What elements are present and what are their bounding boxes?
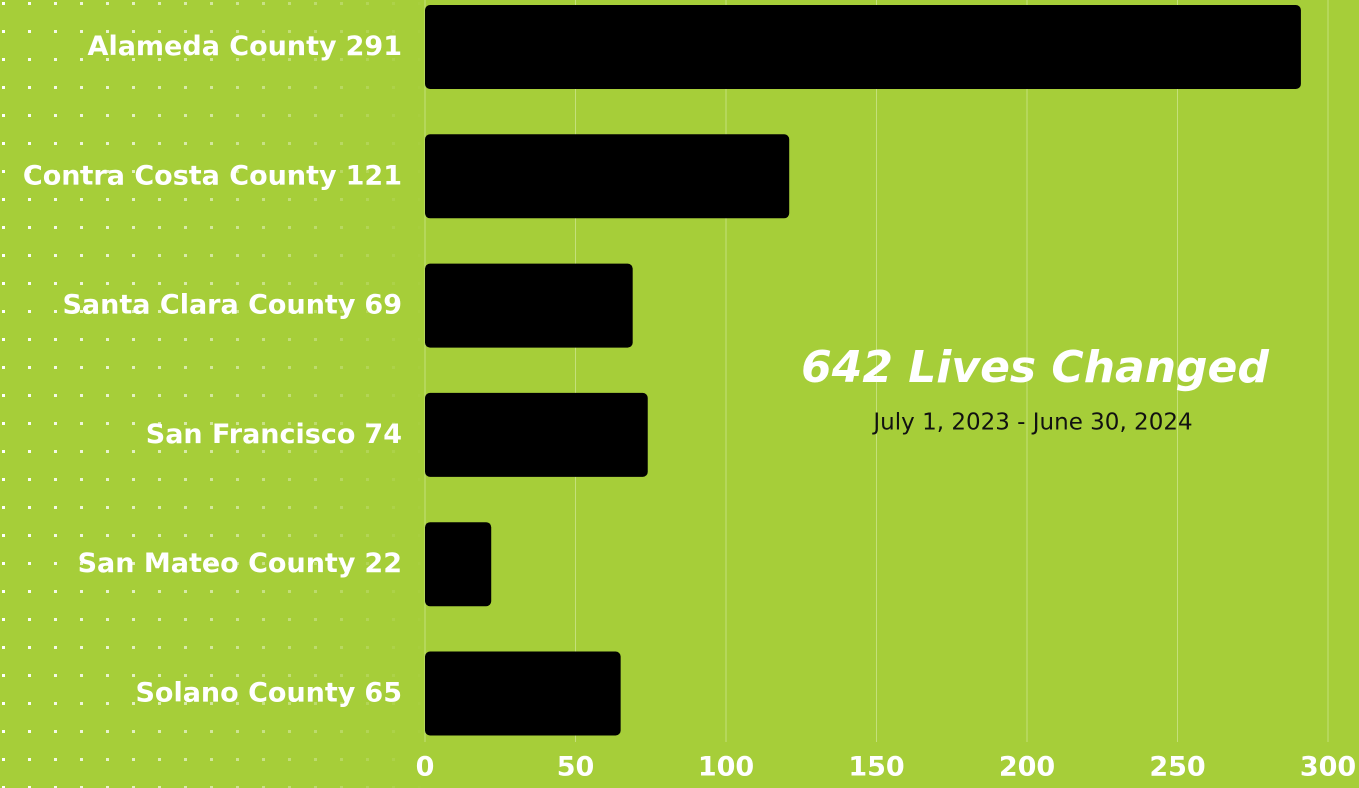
category-name: Contra Costa County [23, 160, 337, 191]
category-label: San Francisco 74 [146, 418, 402, 449]
bar [425, 522, 492, 607]
category-name: San Francisco [146, 418, 356, 449]
bar [425, 5, 1301, 89]
category-name: Santa Clara County [62, 289, 355, 320]
bar [425, 263, 633, 348]
x-tick-label: 300 [1300, 752, 1356, 783]
value-label: 74 [364, 418, 402, 449]
bar [425, 651, 621, 736]
value-label: 22 [364, 548, 402, 579]
x-tick-label: 200 [999, 752, 1055, 783]
category-label: Contra Costa County 121 [23, 160, 402, 191]
category-label: Solano County 65 [135, 677, 402, 708]
x-tick-label: 150 [848, 752, 904, 783]
category-label: Santa Clara County 69 [62, 289, 402, 320]
bar [425, 392, 648, 477]
x-tick-label: 250 [1149, 752, 1205, 783]
x-tick-label: 50 [557, 752, 595, 783]
value-label: 65 [364, 677, 402, 708]
category-label: San Mateo County 22 [78, 548, 402, 579]
x-tick-label: 0 [416, 752, 435, 783]
bar [425, 134, 790, 219]
value-label: 291 [346, 31, 402, 62]
category-name: Alameda County [88, 31, 337, 62]
annotation: 642 Lives Changed [801, 342, 1269, 393]
dot-pattern [0, 0, 430, 788]
value-label: 69 [364, 289, 402, 320]
category-name: San Mateo County [78, 548, 356, 579]
annotation-subtitle: July 1, 2023 - June 30, 2024 [871, 410, 1192, 436]
value-label: 121 [346, 160, 402, 191]
category-label: Alameda County 291 [88, 31, 402, 62]
category-name: Solano County [135, 677, 355, 708]
x-tick-label: 100 [698, 752, 754, 783]
